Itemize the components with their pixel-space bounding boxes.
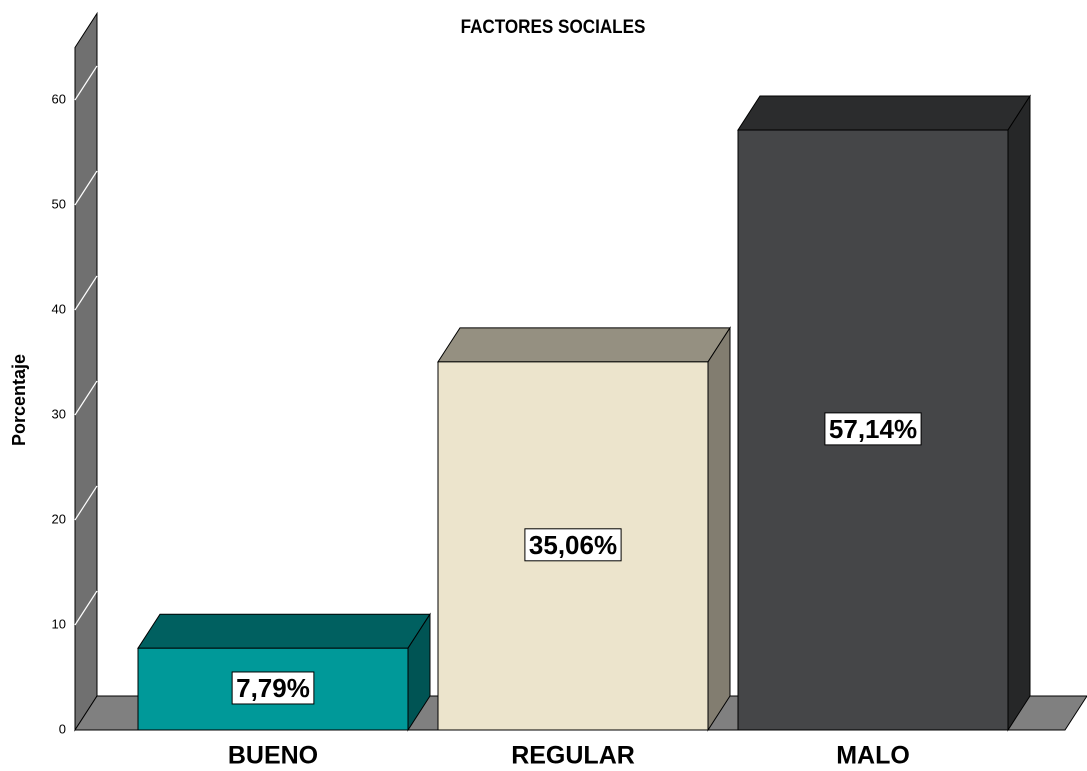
bar-side <box>1007 94 1031 732</box>
y-tick-label: 10 <box>52 616 66 631</box>
x-tick-label: REGULAR <box>511 742 635 770</box>
grid-line <box>74 170 98 206</box>
y-tick-label: 50 <box>52 196 66 211</box>
y-axis-label: Porcentaje <box>9 354 29 446</box>
x-tick-label: BUENO <box>228 742 318 770</box>
data-label-box <box>231 671 315 705</box>
back-wall <box>74 11 98 732</box>
grid-line <box>74 485 98 521</box>
data-label: 57,14% <box>829 414 917 444</box>
y-tick-label: 40 <box>52 301 66 316</box>
y-tick-label: 0 <box>59 721 66 736</box>
y-tick-label: 20 <box>52 511 66 526</box>
x-tick-label: MALO <box>836 742 910 770</box>
data-label-box <box>824 412 922 446</box>
bar <box>137 612 431 732</box>
bar-top <box>437 327 731 363</box>
chart-title: FACTORES SOCIALES <box>461 16 646 37</box>
bar-top <box>737 95 1031 131</box>
data-label: 35,06% <box>529 530 617 560</box>
grid-line <box>74 380 98 416</box>
grid-line <box>74 590 98 626</box>
grid-line <box>74 65 98 101</box>
y-tick-label: 30 <box>52 406 66 421</box>
bar-top <box>137 613 431 649</box>
y-tick-label: 60 <box>52 91 66 106</box>
bar-side <box>707 326 731 732</box>
data-label-box <box>524 528 622 562</box>
data-label: 7,79% <box>236 673 310 703</box>
grid-line <box>74 275 98 311</box>
